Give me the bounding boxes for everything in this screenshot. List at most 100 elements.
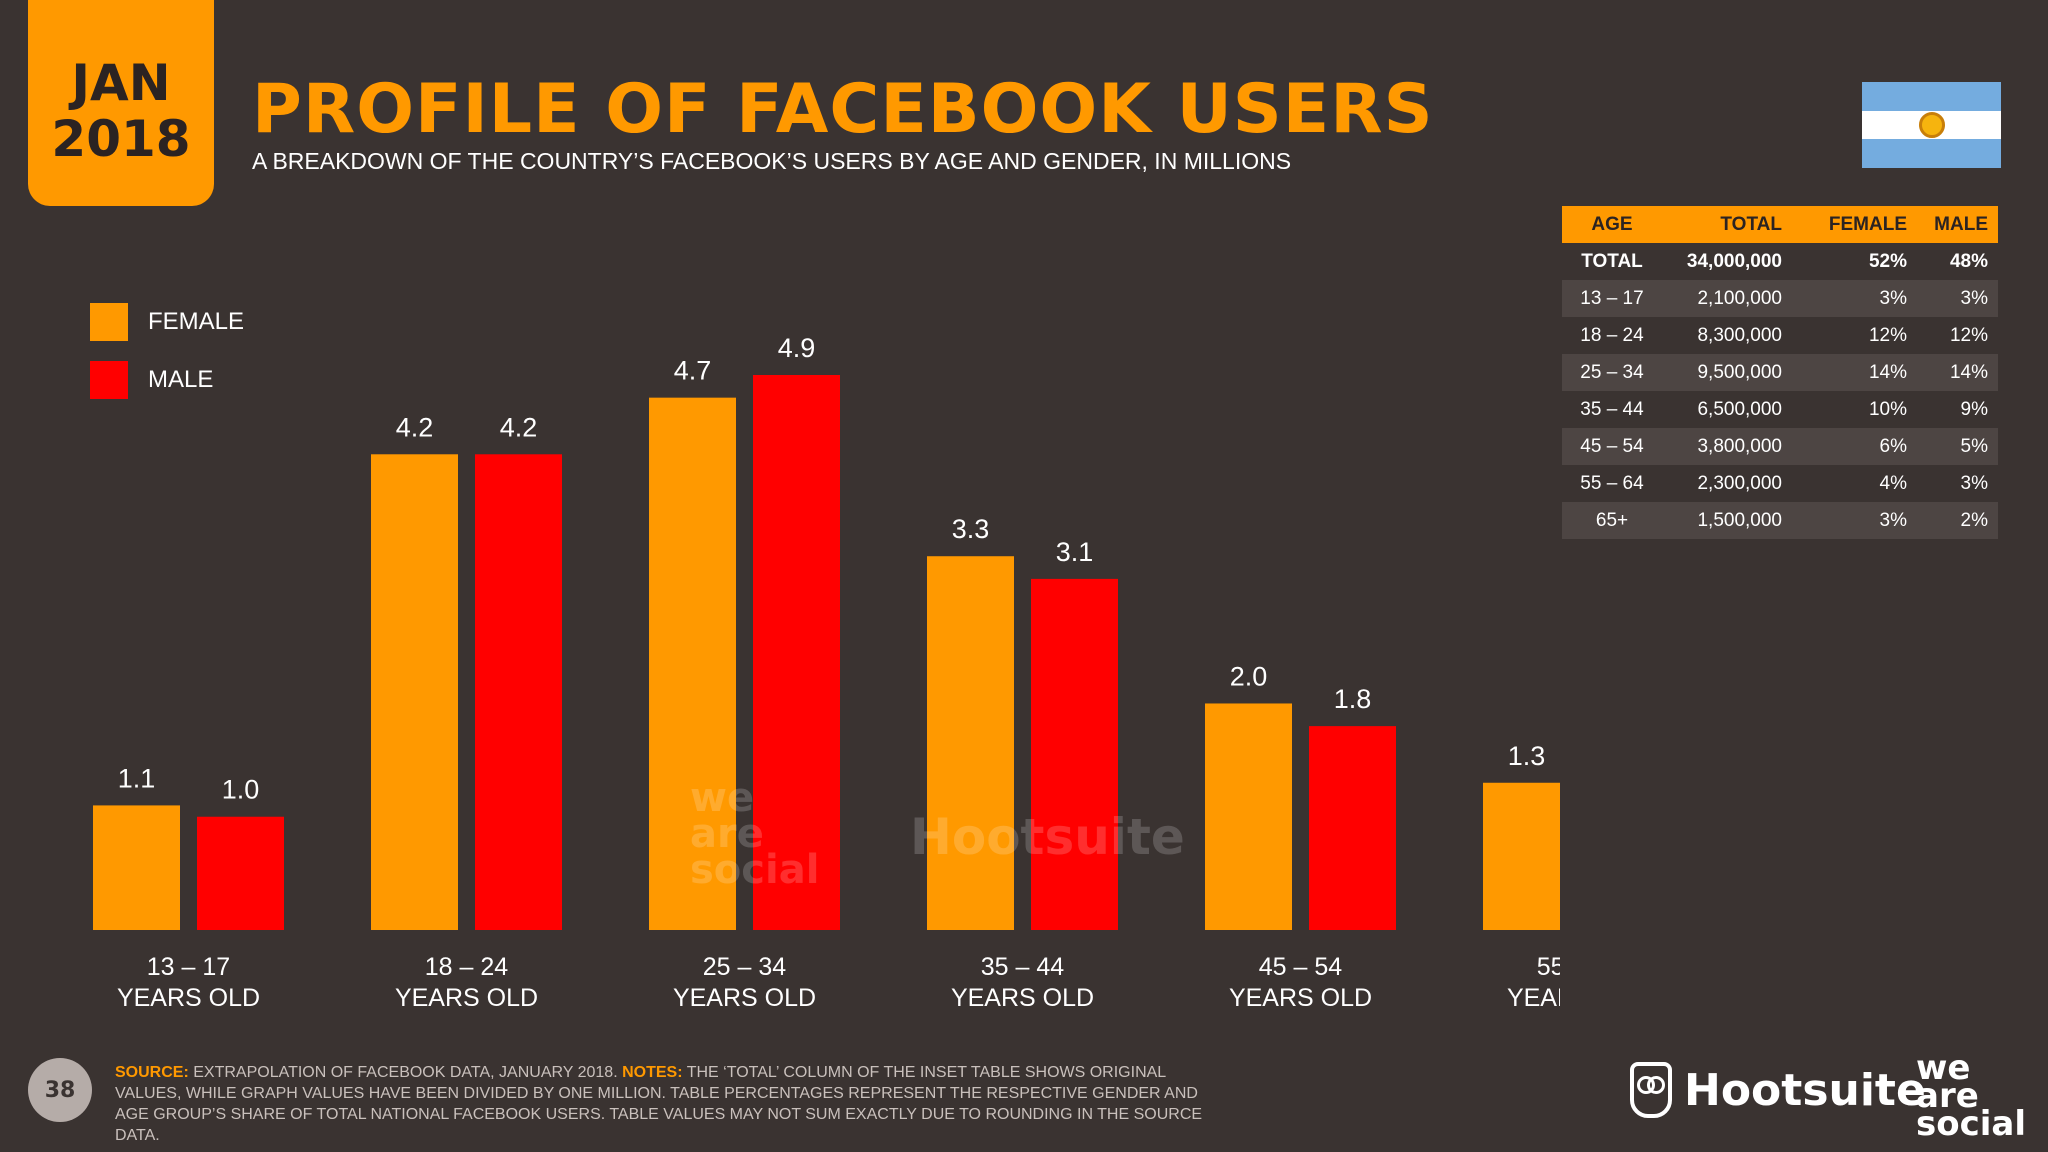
bar-chart: 1.1 1.0 13 – 17 YEARS OLD 4.2 4.2 18 – 24 YEARS… (93, 333, 1560, 1012)
owl-icon (1630, 1062, 1672, 1118)
table-row: 25 – 34 9,500,000 14% 14% (1562, 354, 1998, 391)
table-cell: TOTAL (1581, 250, 1643, 272)
category-label: 25 – 34 (703, 953, 787, 981)
source-text: EXTRAPOLATION OF FACEBOOK DATA, JANUARY … (188, 1064, 623, 1081)
table-header-row: AGE TOTAL FEMALE MALE (1562, 206, 1998, 243)
table-header-cell: FEMALE (1828, 213, 1907, 235)
bar-value-label: 4.2 (396, 412, 434, 442)
table-cell: 9% (1960, 398, 1988, 420)
table-cell: 3% (1879, 287, 1907, 309)
was-word: we (1916, 1048, 1971, 1088)
table-cell: 14% (1949, 361, 1988, 383)
table-row: 13 – 17 2,100,000 3% 3% (1562, 280, 1998, 317)
date-month: JAN (71, 54, 171, 112)
table-cell: 5% (1960, 435, 1988, 457)
bar-female (649, 397, 736, 930)
table-cell: 55 – 64 (1580, 472, 1644, 494)
table-row: 55 – 64 2,300,000 4% 3% (1562, 465, 1998, 502)
category-sublabel: YEARS OLD (1507, 984, 1560, 1012)
argentina-flag-icon (1862, 82, 2001, 169)
category-sublabel: YEARS OLD (1229, 984, 1372, 1012)
table-cell: 25 – 34 (1580, 361, 1644, 383)
table-cell: 3% (1879, 509, 1907, 531)
table-cell: 2% (1960, 509, 1988, 531)
table-cell: 9,500,000 (1697, 361, 1782, 383)
table-cell: 2,300,000 (1697, 472, 1782, 494)
table-cell: 6,500,000 (1697, 398, 1782, 420)
legend-item-male: MALE (90, 360, 244, 400)
was-word: social (1916, 1104, 2027, 1144)
table-cell: 3% (1960, 287, 1988, 309)
we-are-social-watermark: we are social (690, 778, 840, 890)
bar-value-label: 2.0 (1230, 661, 1268, 691)
bar-male (753, 375, 840, 930)
bar-female (927, 556, 1014, 930)
table-cell: 4% (1879, 472, 1907, 494)
legend-swatch-male (90, 361, 128, 399)
date-year: 2018 (51, 110, 191, 168)
table-row: 65+ 1,500,000 3% 2% (1562, 502, 1998, 539)
category-sublabel: YEARS OLD (673, 984, 816, 1012)
legend-swatch-female (90, 303, 128, 341)
bar-female (93, 805, 180, 930)
bar-value-label: 1.3 (1508, 741, 1546, 771)
bar-value-label: 4.9 (778, 333, 816, 363)
table-cell: 6% (1879, 435, 1907, 457)
bar-female (1205, 703, 1292, 930)
hootsuite-logo: Hootsuite (1630, 1062, 1926, 1118)
bar-value-label: 4.7 (674, 356, 712, 386)
table-header-cell: MALE (1934, 213, 1988, 235)
table-total-row: TOTAL 34,000,000 52% 48% (1562, 243, 1998, 280)
bar-male (1031, 578, 1118, 930)
category-label: 18 – 24 (425, 953, 509, 981)
was-word: are (1916, 1076, 1979, 1116)
bar-female (1483, 782, 1560, 930)
table-cell: 35 – 44 (1580, 398, 1644, 420)
table-cell: 3,800,000 (1697, 435, 1782, 457)
table-cell: 34,000,000 (1686, 250, 1782, 272)
table-cell: 8,300,000 (1697, 324, 1782, 346)
bar-value-label: 4.2 (500, 412, 538, 442)
table-cell: 2,100,000 (1697, 287, 1782, 309)
notes-text: THE ‘TOTAL’ COLUMN OF THE INSET TABLE SH… (115, 1064, 1203, 1144)
page-subtitle: A BREAKDOWN OF THE COUNTRY’S FACEBOOK’S … (252, 148, 1292, 174)
we-are-social-logo: we are social (1916, 1048, 2027, 1144)
chart-legend: FEMALE MALE (90, 302, 244, 418)
source-label: SOURCE: (115, 1064, 189, 1081)
age-gender-table: AGE TOTAL FEMALE MALE TOTAL 34,000,000 5… (1562, 206, 1998, 539)
table-cell: 65+ (1595, 509, 1629, 531)
category-sublabel: YEARS OLD (395, 984, 538, 1012)
table-row: 45 – 54 3,800,000 6% 5% (1562, 428, 1998, 465)
category-sublabel: YEARS OLD (117, 984, 260, 1012)
footnote: SOURCE: EXTRAPOLATION OF FACEBOOK DATA, … (115, 1062, 1225, 1146)
page-title: PROFILE OF FACEBOOK USERS (252, 70, 1434, 149)
table-header-cell: TOTAL (1720, 213, 1782, 235)
notes-label: NOTES: (622, 1064, 683, 1081)
legend-label-female: FEMALE (148, 308, 245, 335)
bar-value-label: 1.1 (118, 763, 156, 793)
page-number: 38 (28, 1058, 92, 1122)
bar-value-label: 3.3 (952, 514, 990, 544)
category-label: 13 – 17 (147, 953, 230, 981)
table-row: 18 – 24 8,300,000 12% 12% (1562, 317, 1998, 354)
bar-male (475, 454, 562, 930)
category-label: 55 – 64 (1537, 953, 1560, 981)
table-cell: 3% (1960, 472, 1988, 494)
category-sublabel: YEARS OLD (951, 984, 1094, 1012)
bar-male (197, 816, 284, 930)
bar-female (371, 454, 458, 930)
bar-male (1309, 726, 1396, 930)
legend-item-female: FEMALE (90, 302, 244, 342)
sun-of-may-icon (1919, 112, 1945, 138)
table-cell: 12% (1949, 324, 1988, 346)
hootsuite-watermark: Hootsuite (910, 808, 1185, 866)
table-cell: 10% (1868, 398, 1907, 420)
category-label: 35 – 44 (981, 953, 1065, 981)
hootsuite-wordmark: Hootsuite (1684, 1064, 1926, 1116)
table-cell: 18 – 24 (1580, 324, 1644, 346)
table-header-cell: AGE (1591, 213, 1633, 235)
bar-value-label: 1.0 (222, 775, 260, 805)
table-cell: 1,500,000 (1697, 509, 1782, 531)
bar-value-label: 1.8 (1334, 684, 1372, 714)
table-cell: 13 – 17 (1580, 287, 1644, 309)
